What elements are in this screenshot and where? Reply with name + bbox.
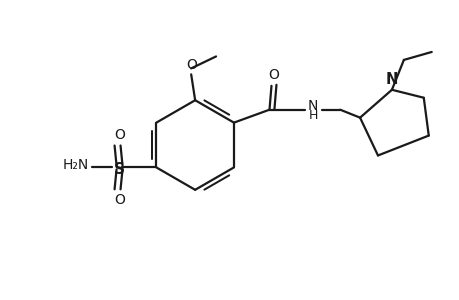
Text: N: N xyxy=(385,72,397,87)
Text: H₂N: H₂N xyxy=(62,158,89,172)
Text: O: O xyxy=(114,193,125,207)
Text: O: O xyxy=(186,58,197,72)
Text: H: H xyxy=(308,109,317,122)
Text: S: S xyxy=(114,162,125,177)
Text: O: O xyxy=(268,68,278,82)
Text: N: N xyxy=(308,99,318,113)
Text: O: O xyxy=(114,128,125,142)
